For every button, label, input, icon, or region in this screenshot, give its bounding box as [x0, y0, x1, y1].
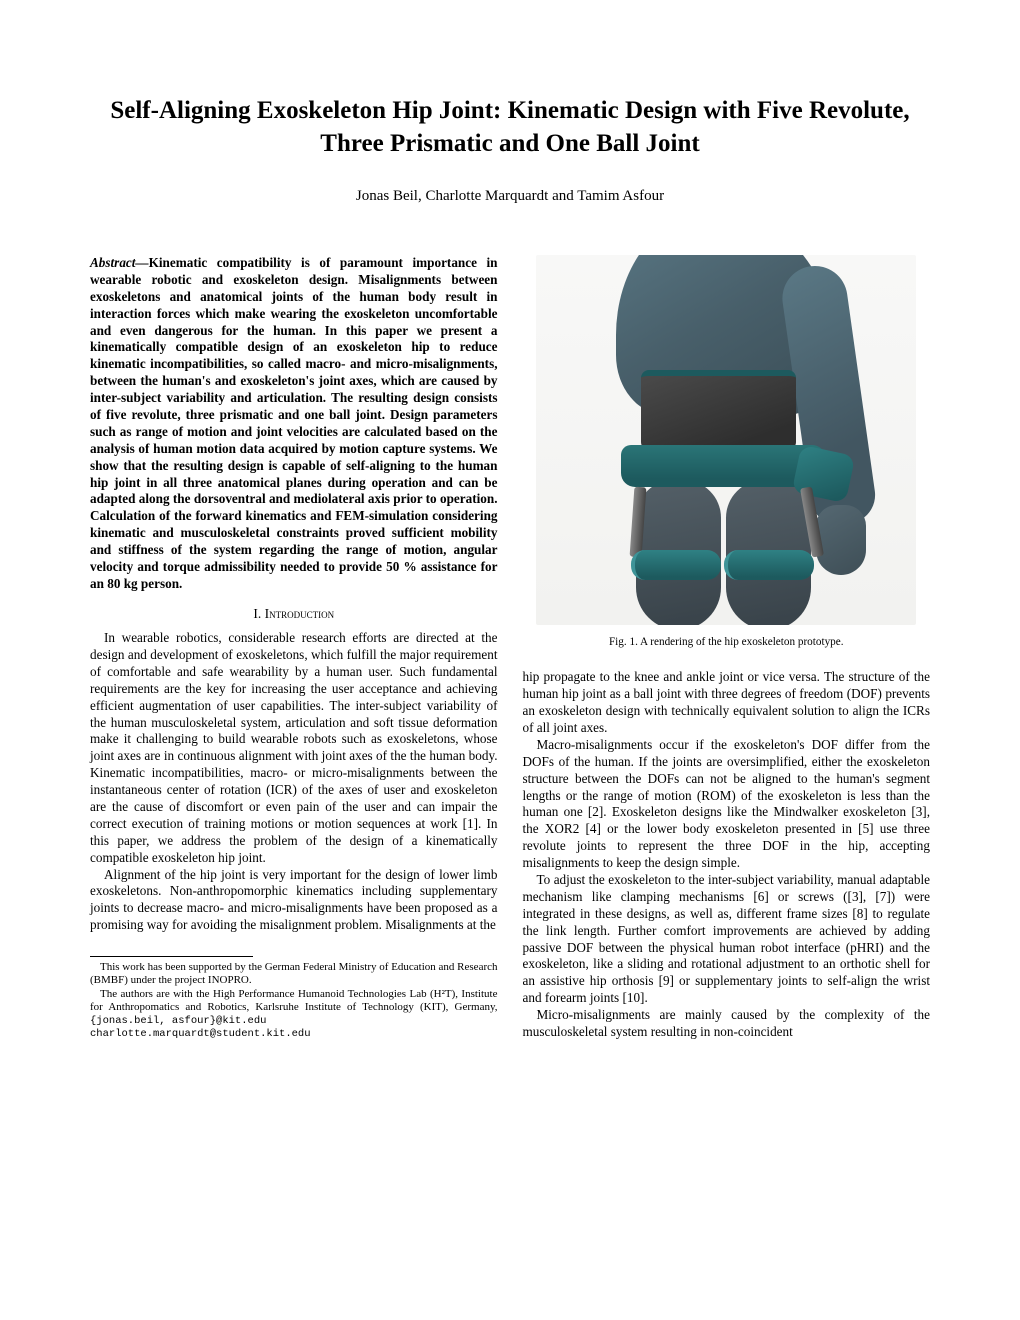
figure-1-render — [536, 255, 916, 625]
figure-1-caption: Fig. 1. A rendering of the hip exoskelet… — [523, 635, 931, 649]
intro-para-2: Alignment of the hip joint is very impor… — [90, 867, 498, 935]
figure-1: Fig. 1. A rendering of the hip exoskelet… — [523, 255, 931, 649]
footnote-email-1: {jonas.beil, asfour}@kit.edu — [90, 1015, 266, 1027]
col2-para-4: Micro-misalignments are mainly caused by… — [523, 1007, 931, 1041]
col2-para-1: hip propagate to the knee and ankle join… — [523, 669, 931, 737]
two-column-body: Abstract—Kinematic compatibility is of p… — [90, 255, 930, 1041]
footnote-affiliation: The authors are with the High Performanc… — [90, 988, 498, 1029]
author-line: Jonas Beil, Charlotte Marquardt and Tami… — [90, 188, 930, 205]
abstract-label: Abstract— — [90, 255, 149, 270]
render-back-module — [641, 370, 796, 450]
intro-para-1: In wearable robotics, considerable resea… — [90, 630, 498, 866]
right-column: Fig. 1. A rendering of the hip exoskelet… — [523, 255, 931, 1041]
paper-title: Self-Aligning Exoskeleton Hip Joint: Kin… — [90, 95, 930, 160]
footnote-affil-text: The authors are with the High Performanc… — [90, 988, 498, 1013]
abstract: Abstract—Kinematic compatibility is of p… — [90, 255, 498, 593]
left-column: Abstract—Kinematic compatibility is of p… — [90, 255, 498, 1041]
render-thigh-cuff-left — [631, 550, 721, 580]
section-head-intro: I. Introduction — [90, 605, 498, 622]
render-thigh-cuff-right — [724, 550, 814, 580]
footnote-separator — [90, 956, 253, 957]
render-hand — [816, 505, 866, 575]
col2-para-3: To adjust the exoskeleton to the inter-s… — [523, 872, 931, 1007]
col2-para-2: Macro-misalignments occur if the exoskel… — [523, 737, 931, 872]
abstract-text: Kinematic compatibility is of paramount … — [90, 255, 498, 591]
footnote-email-2: charlotte.marquardt@student.kit.edu — [90, 1028, 498, 1041]
footnote-funding: This work has been supported by the Germ… — [90, 961, 498, 988]
